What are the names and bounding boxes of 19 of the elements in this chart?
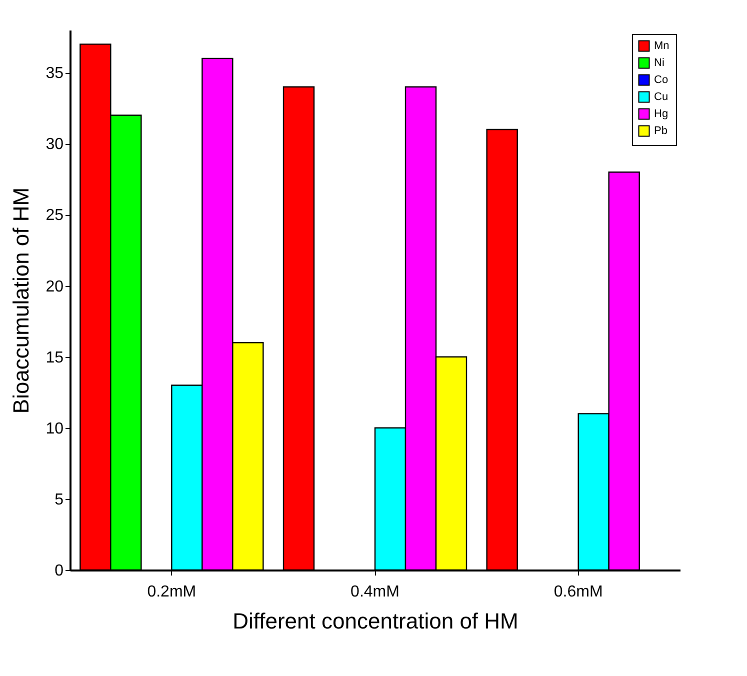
legend-label: Ni bbox=[654, 57, 664, 69]
y-axis-title: Bioaccumulation of HM bbox=[8, 187, 34, 414]
x-tick-label: 0.4mM bbox=[350, 584, 400, 600]
y-tick-label: 25 bbox=[46, 207, 64, 224]
y-tick-label: 35 bbox=[46, 65, 64, 82]
legend-label: Cu bbox=[654, 91, 668, 103]
x-axis-title: Different concentration of HM bbox=[232, 608, 518, 634]
legend-label: Co bbox=[654, 74, 668, 86]
x-tick-label: 0.2mM bbox=[147, 584, 196, 600]
y-tick-label: 30 bbox=[46, 136, 64, 154]
legend-label: Pb bbox=[654, 125, 668, 137]
y-tick-label: 10 bbox=[46, 420, 64, 438]
y-tick-label: 0 bbox=[54, 562, 64, 580]
y-tick-label: 5 bbox=[54, 491, 64, 508]
x-tick-label: 0.6mM bbox=[554, 584, 603, 600]
legend-label: Hg bbox=[654, 108, 668, 120]
y-tick-label: 20 bbox=[46, 278, 64, 296]
legend-label: Mn bbox=[654, 40, 670, 52]
y-tick-label: 15 bbox=[46, 349, 64, 366]
